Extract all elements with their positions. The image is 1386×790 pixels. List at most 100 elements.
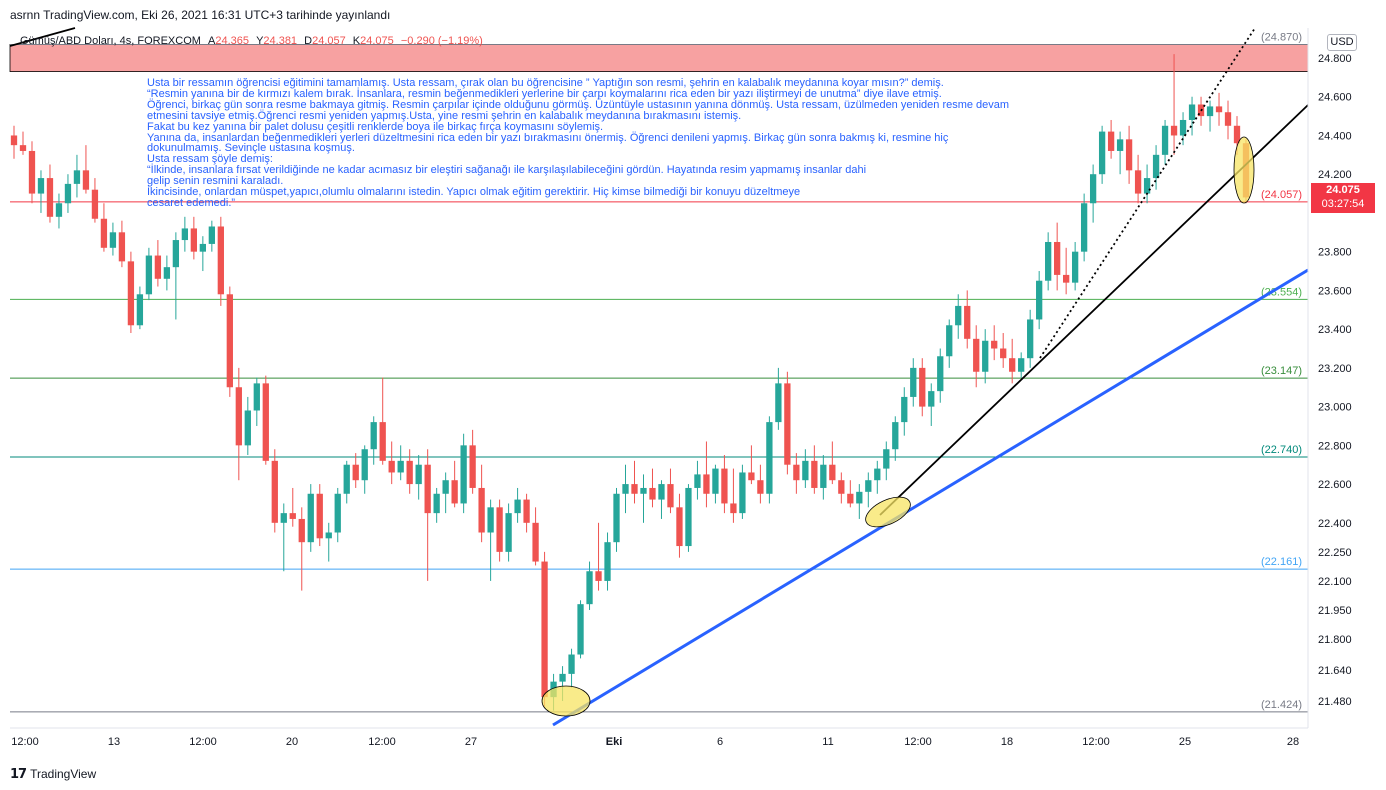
candle-body (541, 561, 548, 698)
candle-body (667, 484, 674, 508)
candle-body (658, 484, 665, 500)
candle-body (190, 228, 198, 252)
candle-body (361, 449, 368, 481)
legend-high: 24.381 (263, 35, 298, 47)
candle-body (379, 422, 386, 461)
candle-body (964, 305, 971, 339)
x-tick-label: 6 (717, 736, 723, 748)
candle-body (343, 464, 350, 494)
candle-body (1080, 203, 1088, 252)
candle-body (424, 464, 431, 514)
candle-body (127, 261, 135, 326)
note-line: dokunulmamış. Sevinçle ustasına koşmuş. (147, 142, 355, 155)
candle-body (1161, 125, 1169, 155)
candle-body (280, 513, 287, 523)
candle-body (388, 460, 395, 473)
candle-body (595, 571, 602, 581)
candle-body (721, 468, 728, 504)
highlight-ellipse[interactable] (861, 491, 915, 533)
candle-body (217, 226, 224, 295)
resistance-zone-layer (9, 44, 1309, 72)
publication-header: asrnn TradingView.com, Eki 26, 2021 16:3… (0, 0, 1386, 28)
candle-body (451, 480, 458, 504)
x-tick-label: 12:00 (904, 736, 932, 748)
candle-body (154, 255, 162, 279)
y-tick-label: 23.200 (1318, 363, 1352, 375)
candle-body (919, 367, 926, 407)
candle-body (856, 491, 863, 504)
candle-body (1206, 106, 1214, 117)
top-left-trend-line[interactable] (9, 27, 76, 47)
candle-body (973, 338, 980, 372)
tradingview-logo-icon: 17 (10, 766, 27, 782)
candle-body (136, 294, 144, 326)
dotted-trend-line[interactable] (1039, 27, 1256, 359)
candle-body (991, 340, 998, 349)
candle-body (334, 493, 341, 533)
candle-body (1027, 319, 1034, 359)
candle-body (262, 383, 269, 461)
candle-body (793, 464, 800, 481)
candle-body (739, 472, 746, 514)
x-tick-label: 12:00 (1082, 736, 1110, 748)
candle-body (613, 493, 620, 543)
level-label: (24.870) (1261, 31, 1302, 43)
candle-body (415, 464, 422, 485)
highlight-ellipse[interactable] (1233, 136, 1255, 204)
candle-body (748, 472, 755, 481)
candle-body (1036, 280, 1043, 320)
candle-body (64, 183, 72, 204)
candle-body (1107, 131, 1115, 151)
x-tick-label: 12:00 (11, 736, 39, 748)
currency-button[interactable]: USD (1327, 34, 1357, 51)
candle-body (1188, 104, 1196, 120)
resistance-zone[interactable] (9, 44, 1309, 72)
y-tick-label: 23.600 (1318, 285, 1352, 297)
legend-open: 24.365 (215, 35, 249, 47)
candle-body (1143, 178, 1151, 194)
candle-body (676, 507, 683, 547)
candle-body (460, 445, 467, 504)
candle-body (163, 267, 171, 279)
candle-body (883, 449, 890, 469)
level-label: (24.057) (1261, 189, 1302, 201)
candle-body (10, 135, 18, 146)
candle-body (28, 150, 36, 194)
bar-countdown: 03:27:54 (1321, 198, 1365, 210)
candle-body (928, 391, 935, 407)
blue-trend-line[interactable] (552, 268, 1309, 727)
candle-body (469, 445, 476, 488)
candle-body (685, 487, 692, 547)
candle-body (1215, 106, 1223, 113)
candle-body (109, 232, 117, 248)
candle-body (181, 228, 189, 241)
candle-body (577, 604, 584, 655)
level-label: (22.740) (1261, 444, 1302, 456)
note-line: “Resmin yanına bir de kırmızı kalem bıra… (147, 87, 942, 100)
note-line: Yanına da, insanlardan beğenmedikleri ye… (147, 131, 949, 144)
candle-body (1152, 154, 1160, 179)
highlight-ellipse[interactable] (541, 685, 591, 717)
y-tick-label: 21.640 (1318, 665, 1352, 677)
level-label: (22.161) (1261, 556, 1302, 568)
candle-body (910, 367, 917, 397)
legend: Gümüş/ABD Doları, 4s, FOREXCOM A24.365 Y… (20, 35, 483, 47)
note-line: Fakat bu kez yanına bir palet dolusu çeş… (147, 120, 604, 133)
candle-body (433, 493, 440, 514)
candle-body (172, 240, 180, 268)
candle-body (325, 532, 332, 539)
candle-body (784, 383, 791, 465)
text-note[interactable]: Usta bir ressamın öğrencisi eğitimini ta… (147, 78, 1067, 209)
candle-body (406, 460, 413, 485)
candle-body (586, 571, 593, 605)
candle-body (316, 493, 323, 539)
candle-body (298, 518, 305, 543)
current-price: 24.075 (1326, 184, 1360, 196)
candle-body (622, 484, 629, 494)
y-tick-label: 22.800 (1318, 440, 1352, 452)
note-line: gelip senin resmini karaladı. (147, 175, 284, 188)
candle-body (649, 487, 656, 500)
trend-lines[interactable] (9, 27, 1309, 727)
candle-body (982, 340, 989, 372)
